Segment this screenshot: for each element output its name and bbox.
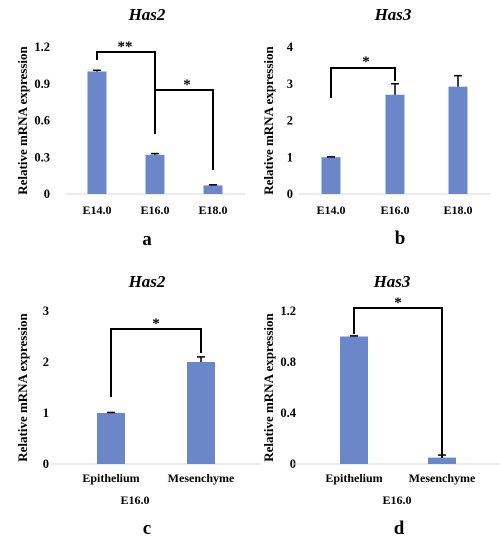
bar xyxy=(145,154,165,194)
significance-label: * xyxy=(183,77,191,93)
significance-label: * xyxy=(362,54,370,70)
chart-panel-d: Has3 Relative mRNA expression 0 0.4 0.8 1.2 Ep… xyxy=(261,272,500,538)
bar xyxy=(203,185,223,194)
bar xyxy=(448,86,468,194)
y-tick-label: 3 xyxy=(287,77,293,91)
bar xyxy=(385,94,405,194)
significance-label: ** xyxy=(118,39,133,55)
x-tick-label: E18.0 xyxy=(443,203,472,217)
x-tick-label: Mesenchyme xyxy=(168,471,235,485)
bar xyxy=(340,336,368,464)
x-axis-label: E16.0 xyxy=(382,493,411,507)
y-tick-label: 0 xyxy=(290,457,296,471)
y-tick-label: 0.6 xyxy=(34,114,50,128)
chart-title: Has2 xyxy=(128,272,166,291)
y-tick-label: 2 xyxy=(287,114,293,128)
y-tick-label: 1.2 xyxy=(34,40,50,54)
chart-panel-b: Has3 Relative mRNA expression 0 1 2 3 4 E14.0 E1… xyxy=(261,5,490,249)
significance-label: * xyxy=(394,295,402,311)
chart-panel-a: Has2 Relative mRNA expression 0 0.3 0.6 0.9 1.… xyxy=(15,5,245,250)
y-axis-label: Relative mRNA expression xyxy=(15,312,30,461)
y-axis-label: Relative mRNA expression xyxy=(261,312,276,461)
panel-letter: c xyxy=(143,518,151,538)
chart-title: Has3 xyxy=(374,5,412,24)
bar xyxy=(97,413,125,464)
x-tick-label: E16.0 xyxy=(380,203,409,217)
bar xyxy=(428,457,456,464)
x-tick-label: Epithelium xyxy=(82,471,139,485)
panel-letter: b xyxy=(395,228,406,249)
significance-bracket xyxy=(110,328,202,397)
significance-label: * xyxy=(152,316,160,332)
bar xyxy=(87,71,107,194)
chart-panel-c: Has2 Relative mRNA expression 0 1 2 3 Epitheli… xyxy=(15,272,261,538)
x-tick-label: E14.0 xyxy=(316,203,345,217)
panel-letter: a xyxy=(142,229,152,250)
significance-bracket xyxy=(154,89,214,170)
bar xyxy=(321,157,341,194)
chart-title: Has2 xyxy=(128,5,166,24)
bar xyxy=(187,362,215,464)
y-tick-label: 0.3 xyxy=(34,150,50,164)
chart-title: Has3 xyxy=(373,272,411,291)
y-tick-label: 1 xyxy=(43,406,49,420)
x-tick-label: Epithelium xyxy=(325,471,382,485)
y-tick-label: 0.4 xyxy=(280,406,296,420)
y-tick-label: 0.8 xyxy=(280,355,296,369)
x-tick-label: Mesenchyme xyxy=(409,471,476,485)
y-tick-label: 4 xyxy=(287,40,294,54)
y-axis-label: Relative mRNA expression xyxy=(15,45,30,194)
y-tick-label: 2 xyxy=(43,355,49,369)
x-tick-label: E14.0 xyxy=(82,203,111,217)
y-tick-label: 1 xyxy=(287,150,293,164)
y-tick-label: 0 xyxy=(287,187,293,201)
y-axis-label: Relative mRNA expression xyxy=(261,45,276,194)
significance-bracket xyxy=(353,307,443,458)
x-tick-label: E18.0 xyxy=(198,203,227,217)
y-tick-label: 0 xyxy=(44,187,50,201)
y-tick-label: 0.9 xyxy=(34,77,50,91)
y-tick-label: 1.2 xyxy=(280,304,296,318)
y-tick-label: 3 xyxy=(43,304,49,318)
y-tick-label: 0 xyxy=(43,457,49,471)
x-axis-label: E16.0 xyxy=(120,493,149,507)
panel-letter: d xyxy=(394,518,405,538)
significance-bracket xyxy=(330,67,396,98)
x-tick-label: E16.0 xyxy=(140,203,169,217)
